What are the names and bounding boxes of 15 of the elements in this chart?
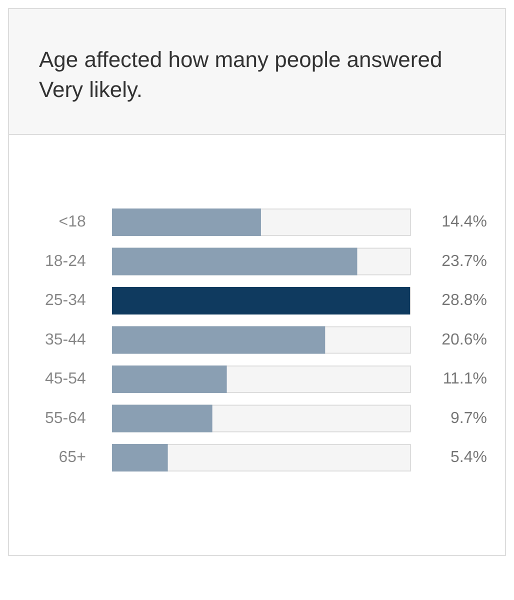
y-tick-label: 45-54 <box>45 371 86 388</box>
y-tick-label: 18-24 <box>45 253 86 270</box>
data-label: 14.4% <box>442 214 487 232</box>
data-label: 23.7% <box>442 253 487 270</box>
y-tick-label: 35-44 <box>45 332 86 349</box>
data-label: 20.6% <box>442 332 487 349</box>
y-tick-label: 65+ <box>58 450 86 467</box>
data-label: 11.1% <box>442 371 487 388</box>
chart-title: Age affected how many people answered Very likely. <box>9 9 505 136</box>
y-tick-label: 25-34 <box>45 292 86 310</box>
data-label: 28.8% <box>442 292 487 310</box>
y-tick-label: 55-64 <box>45 410 86 428</box>
y-tick-label: <18 <box>58 214 86 232</box>
data-label: 9.7% <box>450 410 487 428</box>
data-label: 5.4% <box>450 450 487 467</box>
